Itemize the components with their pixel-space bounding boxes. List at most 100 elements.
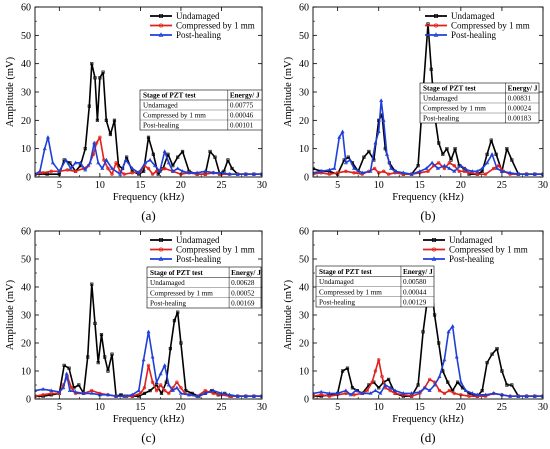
x-tick-label: 20 (176, 402, 186, 413)
data-point (195, 393, 200, 398)
data-point (136, 388, 141, 392)
energy-table: Stage of PZT test Energy/ J Undamaged 0.005… (315, 265, 435, 308)
y-tick-label: 40 (299, 59, 309, 70)
y-tick-label: 50 (21, 255, 31, 266)
data-point (332, 166, 337, 170)
table-cell-stage: Undamaged (150, 279, 185, 287)
data-point (159, 391, 164, 396)
data-point (368, 169, 373, 173)
data-point (88, 160, 93, 165)
data-point (378, 391, 383, 395)
data-point (98, 76, 102, 80)
data-point (100, 166, 105, 170)
data-point (203, 169, 208, 173)
data-point (454, 354, 459, 359)
data-point (180, 169, 185, 173)
data-point (427, 388, 432, 392)
data-point (57, 389, 62, 394)
data-point (176, 310, 180, 314)
legend-marker (159, 14, 163, 18)
data-point (463, 388, 468, 392)
series-post-healing (313, 323, 543, 398)
data-point (417, 389, 422, 394)
legend-label: Undamaged (176, 11, 220, 21)
data-point (492, 166, 496, 171)
panel-label: (d) (420, 430, 435, 445)
table-cell-stage: Undamaged (143, 102, 178, 110)
data-point (377, 386, 381, 390)
data-point (327, 167, 332, 172)
data-point (114, 393, 119, 398)
data-point (373, 140, 378, 145)
data-point (401, 170, 406, 175)
data-point (213, 155, 217, 159)
table-cell-energy: 0.00044 (403, 288, 427, 296)
data-point (90, 282, 94, 286)
data-point (388, 388, 392, 393)
y-axis-label: Amplitude (mV) (5, 279, 16, 350)
table-cell-stage: Compressed by 1 mm (150, 289, 213, 297)
data-point (259, 393, 262, 398)
data-point (430, 160, 435, 165)
data-point (154, 388, 159, 393)
x-tick-label: 25 (216, 402, 226, 413)
y-tick-label: 0 (304, 173, 309, 184)
data-point (327, 394, 332, 398)
data-point (384, 152, 389, 156)
x-tick-label: 30 (538, 402, 548, 413)
table-cell-stage: Undamaged (423, 95, 458, 103)
data-point (524, 171, 529, 176)
legend-label: Compressed by 1 mm (176, 21, 255, 31)
y-tick-label: 40 (21, 59, 31, 70)
data-point (362, 155, 366, 159)
data-point (150, 172, 155, 176)
legend-label: Compressed by 1 mm (449, 245, 528, 255)
legend-marker (431, 247, 437, 252)
data-point (516, 393, 521, 398)
data-point (436, 161, 441, 165)
data-point (148, 388, 152, 393)
data-point (447, 161, 452, 165)
data-point (437, 141, 441, 145)
data-point (87, 104, 91, 108)
y-tick-label: 30 (21, 311, 31, 322)
data-point (467, 394, 471, 398)
data-point (130, 392, 135, 397)
data-point (319, 169, 324, 173)
data-point (462, 169, 466, 174)
data-point (389, 166, 394, 170)
data-point (381, 169, 386, 174)
data-point (467, 171, 471, 175)
data-point (99, 332, 104, 337)
data-point (365, 388, 369, 393)
data-point (155, 383, 159, 387)
data-point (162, 363, 167, 367)
data-point (393, 388, 398, 392)
data-point (163, 166, 167, 171)
x-tick-label: 15 (135, 180, 145, 191)
table-cell-energy: 0.00580 (403, 278, 427, 286)
data-point (171, 164, 175, 168)
data-point (508, 170, 513, 175)
data-point (442, 391, 447, 396)
data-point (152, 163, 157, 168)
x-tick-label: 10 (374, 180, 384, 191)
data-point (130, 171, 134, 175)
data-point (96, 160, 101, 165)
y-axis-label: Amplitude (mV) (283, 279, 294, 350)
y-tick-label: 30 (21, 88, 31, 99)
x-tick-label: 20 (176, 180, 186, 191)
data-point (179, 386, 183, 390)
legend-label: Undamaged (449, 235, 493, 245)
data-point (105, 392, 110, 397)
data-point (125, 155, 129, 159)
data-point (122, 393, 127, 398)
data-point (114, 161, 118, 165)
legend-marker (434, 14, 438, 18)
data-point (416, 383, 420, 387)
data-point (450, 323, 455, 328)
data-point (176, 155, 180, 159)
data-point (500, 369, 504, 373)
data-point (505, 383, 509, 387)
